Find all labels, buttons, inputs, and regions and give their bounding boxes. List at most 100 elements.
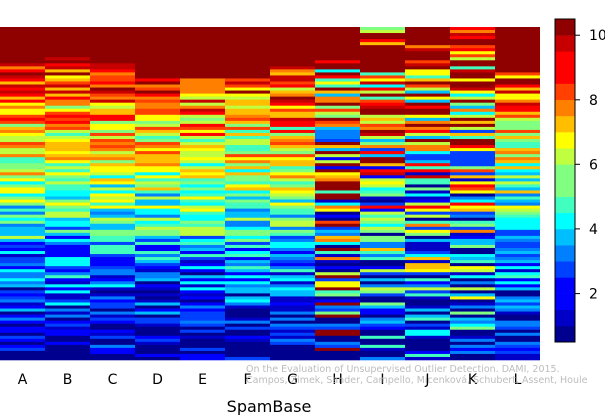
heatmap-cell-K [450,163,495,167]
heatmap-cell-C [90,111,135,116]
heatmap-cell-H [315,30,360,34]
heatmap-cell-L [495,187,540,191]
heatmap-cell-G [270,139,315,143]
heatmap-cell-K [450,169,495,173]
heatmap-cell-A [0,214,45,219]
heatmap-cell-K [450,102,495,107]
x-tick-label-E: E [198,372,207,388]
heatmap-cell-L [495,99,540,103]
heatmap-cell-I [360,99,405,103]
heatmap-cell-D [135,166,180,170]
heatmap-cell-B [45,244,90,249]
heatmap-cell-I [360,308,405,312]
heatmap-cell-B [45,317,90,321]
heatmap-cell-E [180,251,225,255]
heatmap-cell-H [315,287,360,291]
heatmap-cell-C [90,181,135,185]
heatmap-cell-E [180,323,225,327]
heatmap-cell-A [0,87,45,91]
heatmap-cell-H [315,220,360,225]
heatmap-cell-A [0,341,45,346]
heatmap-cell-D [135,275,180,279]
heatmap-cell-C [90,278,135,282]
heatmap-cell-L [495,269,540,273]
heatmap-cell-L [495,196,540,200]
heatmap-cell-I [360,90,405,94]
heatmap-cell-L [495,87,540,91]
heatmap-cell-I [360,69,405,73]
heatmap-cell-C [90,178,135,182]
heatmap-cell-L [495,154,540,158]
heatmap-cell-E [180,181,225,185]
heatmap-cell-L [495,284,540,288]
x-tick-label-F: F [243,372,251,388]
heatmap-cell-F [225,81,270,85]
heatmap-cell-J [405,287,450,291]
heatmap-cell-L [495,193,540,197]
heatmap-cell-D [135,78,180,82]
heatmap-cell-I [360,244,405,249]
heatmap-cell-L [495,223,540,228]
heatmap-cell-G [270,335,315,340]
heatmap-cell-G [270,123,315,128]
colorbar-segment [555,309,575,327]
heatmap-cell-I [360,326,405,331]
heatmap-cell-J [405,132,450,137]
heatmap-cell-D [135,341,180,346]
heatmap-cell-A [0,335,45,340]
heatmap-cell-E [180,187,225,191]
heatmap-cell-G [270,284,315,288]
heatmap-cell-D [135,269,180,273]
heatmap-cell-C [90,257,135,261]
heatmap-cell-I [360,284,405,288]
heatmap-cell-H [315,302,360,306]
heatmap-cell-A [0,196,45,200]
heatmap-cell-L [495,263,540,267]
heatmap-cell-I [360,208,405,212]
heatmap-cell-C [90,202,135,206]
heatmap-cell-F [225,338,270,343]
heatmap-cell-L [495,314,540,318]
heatmap-cell-L [495,329,540,334]
colorbar-segment [555,196,575,214]
heatmap-cell-B [45,278,90,282]
heatmap-cell-K [450,172,495,176]
heatmap-cell-J [405,145,450,149]
heatmap-cell-I [360,72,405,76]
heatmap-cell-F [225,263,270,267]
heatmap-cell-K [450,350,495,355]
heatmap-cell-H [315,129,360,134]
heatmap-cell-A [0,193,45,197]
heatmap-cell-H [315,169,360,173]
heatmap-cell-L [495,84,540,88]
heatmap-cell-G [270,320,315,324]
heatmap-cell-B [45,341,90,346]
heatmap-cell-E [180,335,225,340]
heatmap-cell-E [180,235,225,240]
heatmap-cell-L [495,163,540,167]
heatmap-cell-L [495,335,540,340]
heatmap-cell-H [315,308,360,312]
heatmap-cell-E [180,199,225,203]
heatmap-cell-A [0,202,45,206]
heatmap-cell-I [360,51,405,55]
heatmap-cell-I [360,311,405,315]
heatmap-cell-K [450,278,495,282]
heatmap-cell-H [315,241,360,246]
heatmap-cell-L [495,205,540,209]
heatmap-cell-E [180,290,225,294]
heatmap-cell-G [270,217,315,222]
heatmap-cell-I [360,344,405,349]
heatmap-cell-F [225,284,270,288]
heatmap-cell-I [360,163,405,167]
heatmap-cell-B [45,120,90,125]
heatmap-cell-J [405,60,450,64]
heatmap-cell-E [180,329,225,334]
heatmap-cell-J [405,69,450,73]
heatmap-cell-F [225,290,270,294]
heatmap-cell-K [450,263,495,267]
heatmap-cell-K [450,160,495,164]
heatmap-cell-G [270,84,315,88]
heatmap-cell-H [315,356,360,361]
heatmap-cell-F [225,102,270,107]
